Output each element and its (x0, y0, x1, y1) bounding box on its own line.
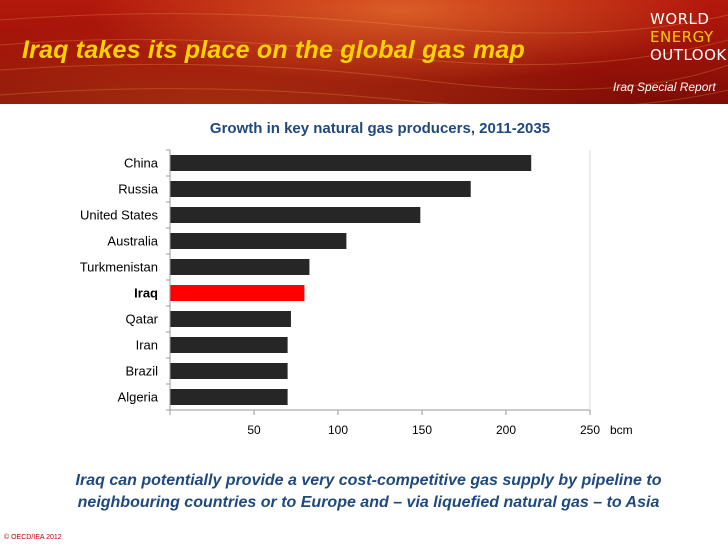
banner-texture (0, 13, 728, 104)
x-tick-label-50: 50 (247, 423, 261, 437)
x-tick-label-200: 200 (496, 423, 516, 437)
bar-china (170, 155, 532, 171)
bar-united-states (170, 207, 421, 223)
logo-line-outlook: OUTLOOK (650, 46, 727, 64)
logo-line-world: WORLD (650, 10, 710, 28)
bar-iran (170, 337, 288, 353)
weo-logo: WORLD ENERGY OUTLOOK (650, 10, 727, 64)
category-label-algeria: Algeria (118, 390, 159, 405)
x-axis-unit: bcm (610, 423, 633, 437)
slide-caption: Iraq can potentially provide a very cost… (75, 472, 662, 511)
chart-title: Growth in key natural gas producers, 201… (209, 120, 551, 137)
category-label-iran: Iran (136, 338, 158, 353)
category-label-russia: Russia (118, 182, 159, 197)
category-label-iraq: Iraq (134, 286, 158, 301)
bar-qatar (170, 311, 291, 327)
bar-iraq (170, 285, 305, 301)
bar-russia (170, 181, 471, 197)
x-tick-label-250: 250 (580, 423, 600, 437)
x-tick-label-150: 150 (412, 423, 432, 437)
bar-australia (170, 233, 347, 249)
report-subtitle: Iraq Special Report (613, 80, 716, 94)
bar-brazil (170, 363, 288, 379)
header-banner: Iraq takes its place on the global gas m… (0, 0, 728, 104)
x-tick-label-100: 100 (328, 423, 348, 437)
bar-turkmenistan (170, 259, 310, 275)
logo-line-energy: ENERGY (650, 28, 714, 46)
category-label-turkmenistan: Turkmenistan (80, 260, 158, 275)
category-label-australia: Australia (107, 234, 158, 249)
category-label-brazil: Brazil (125, 364, 158, 379)
category-label-qatar: Qatar (125, 312, 158, 327)
category-label-china: China (124, 156, 159, 171)
category-label-united-states: United States (80, 208, 159, 223)
slide-title: Iraq takes its place on the global gas m… (22, 36, 525, 64)
copyright: © OECD/IEA 2012 (4, 534, 62, 541)
bar-algeria (170, 389, 288, 405)
